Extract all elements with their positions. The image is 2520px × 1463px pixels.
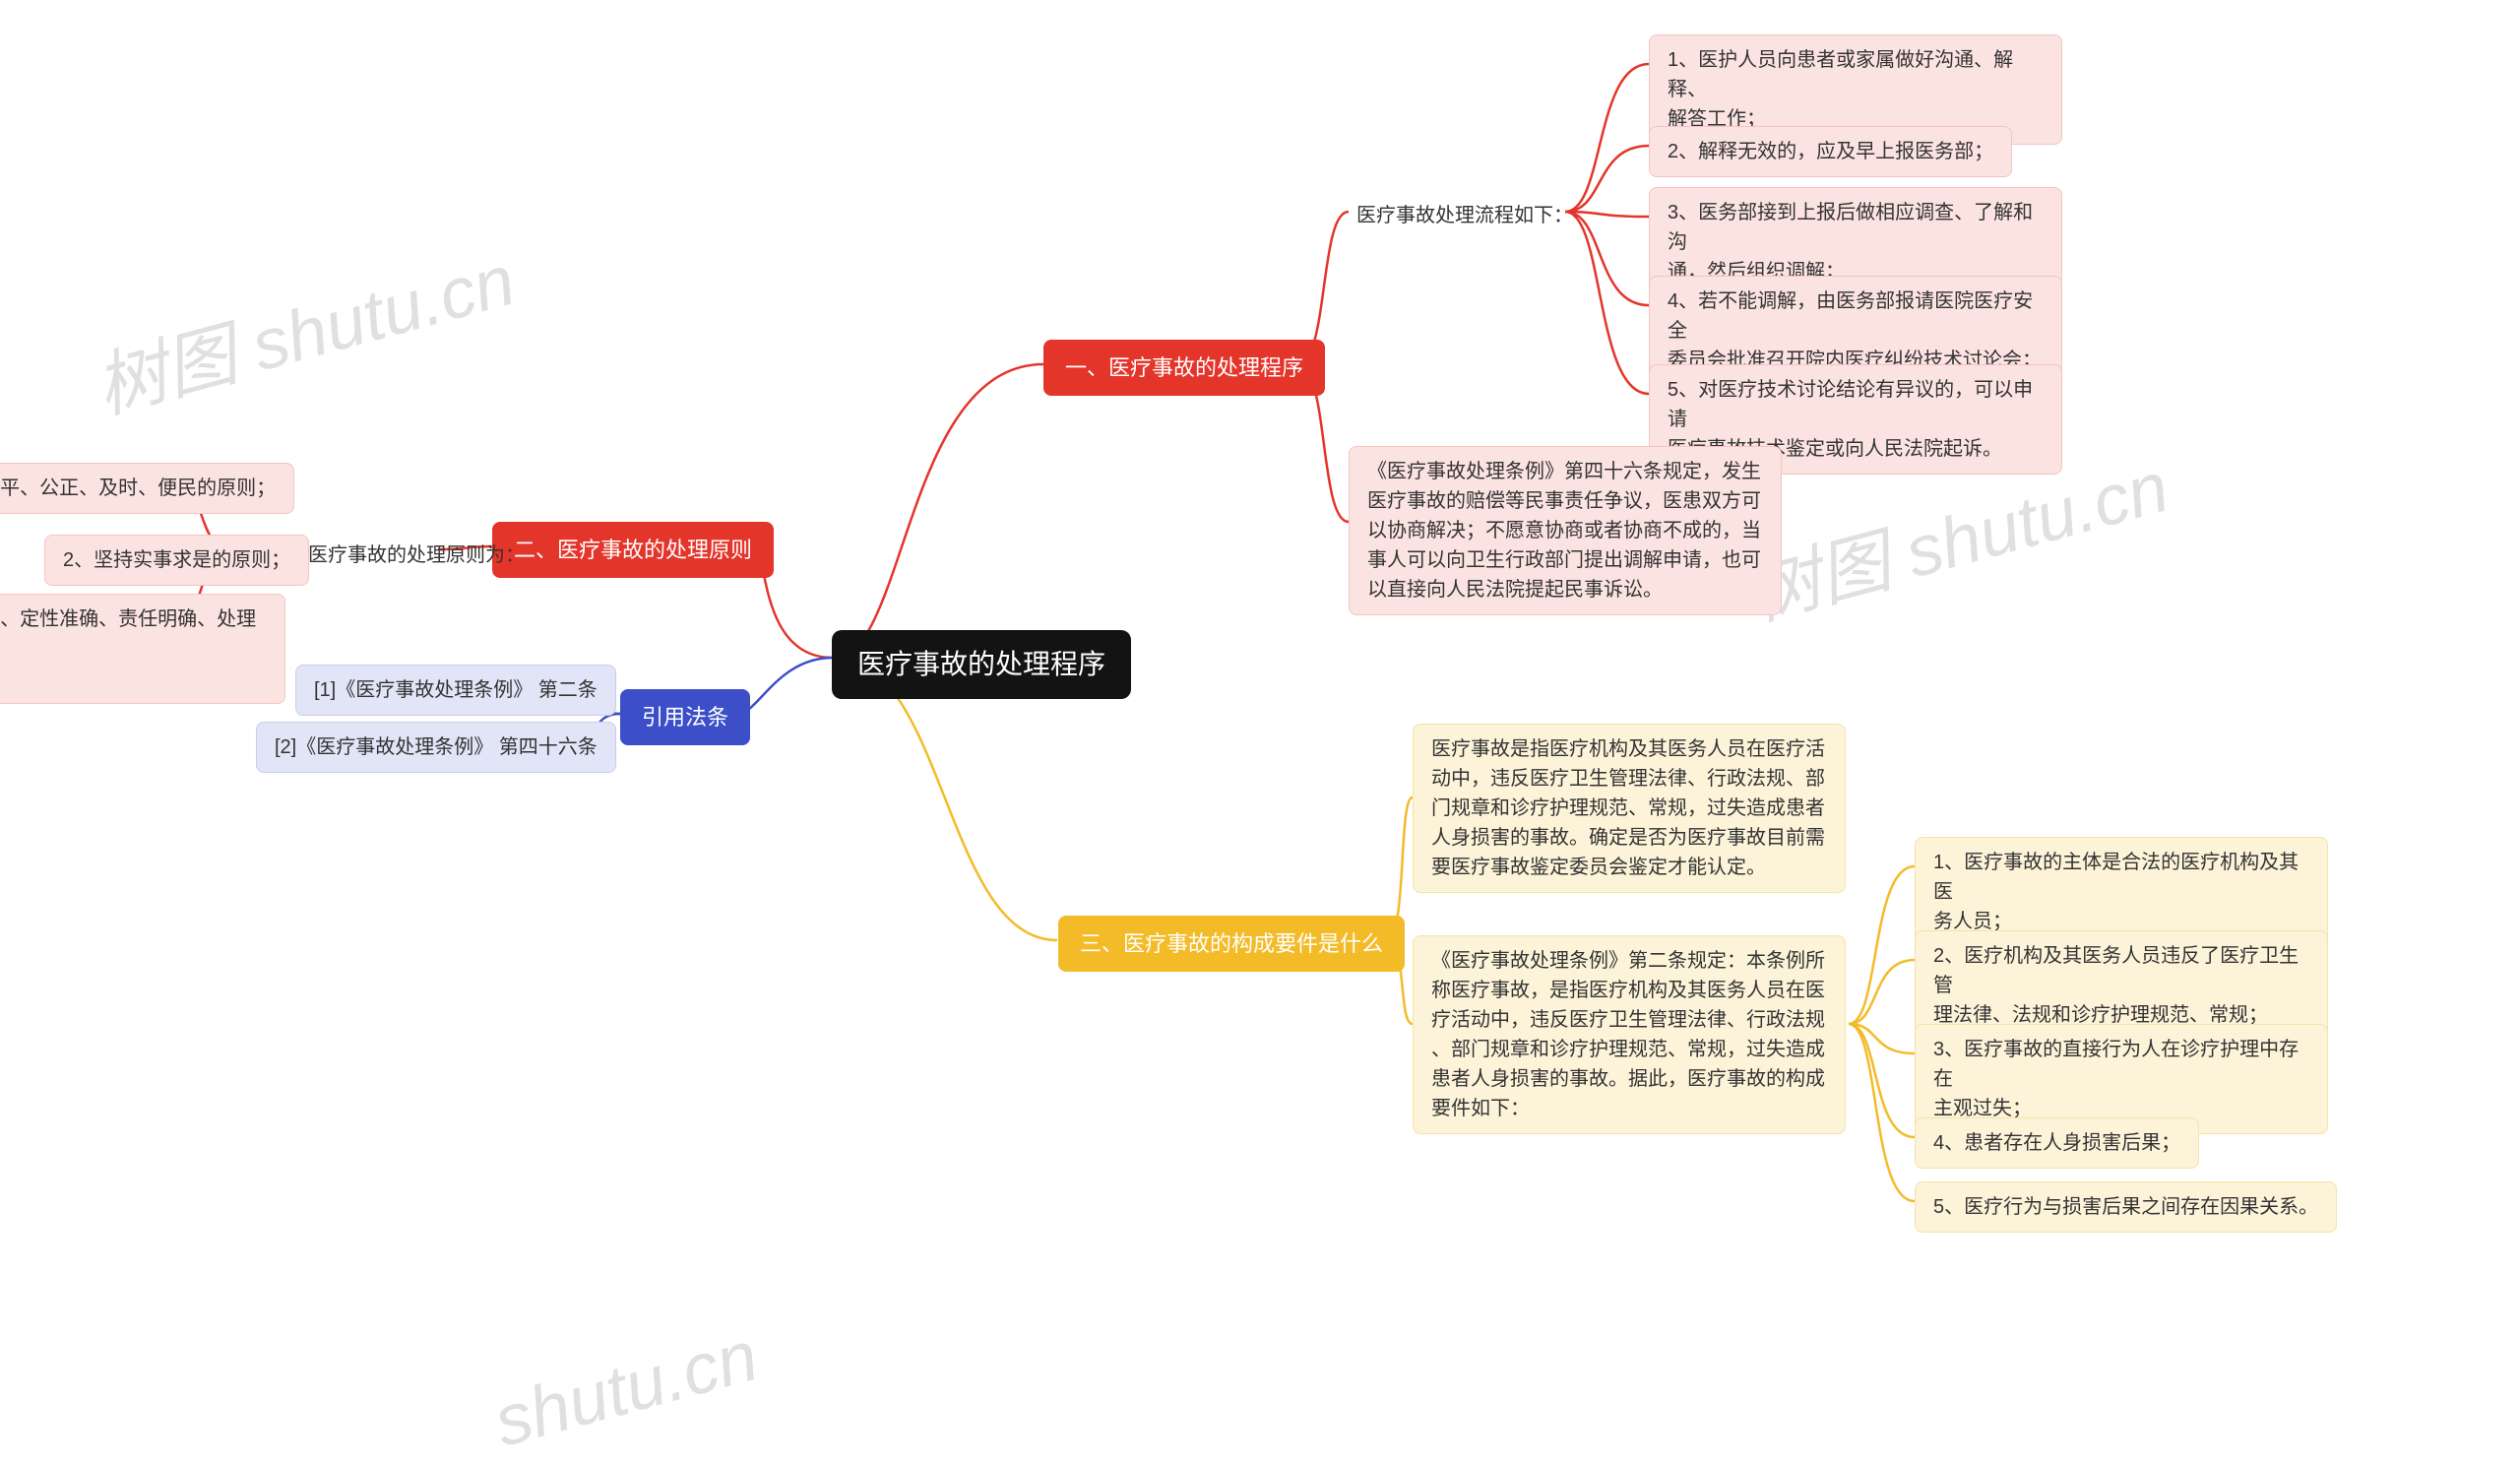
leaf-8[interactable]: 2、坚持实事求是的原则；: [44, 535, 309, 586]
leaf-18[interactable]: 5、医疗行为与损害后果之间存在因果关系。: [1915, 1181, 2337, 1233]
leaf-10[interactable]: [1]《医疗事故处理条例》 第二条: [295, 665, 616, 716]
midnode-2[interactable]: 医疗事故的处理原则为：: [300, 537, 533, 574]
watermark: 树图 shutu.cn: [83, 222, 525, 432]
branch-4[interactable]: 引用法条: [620, 689, 750, 745]
leaf-7[interactable]: 1、公开、公平、公正、及时、便民的原则；: [0, 463, 294, 514]
leaf-17[interactable]: 4、患者存在人身损害后果；: [1915, 1117, 2199, 1169]
leaf-9[interactable]: 3、事实清楚、定性准确、责任明确、处理恰当的原则。: [0, 594, 285, 704]
watermark: shutu.cn: [486, 1315, 766, 1463]
leaf-12[interactable]: 医疗事故是指医疗机构及其医务人员在医疗活动中，违反医疗卫生管理法律、行政法规、部…: [1413, 724, 1846, 893]
mindmap-root[interactable]: 医疗事故的处理程序: [832, 630, 1131, 699]
midnode-1[interactable]: 医疗事故处理流程如下：: [1349, 197, 1581, 234]
leaf-11[interactable]: [2]《医疗事故处理条例》 第四十六条: [256, 722, 616, 773]
leaf-13[interactable]: 《医疗事故处理条例》第二条规定：本条例所称医疗事故，是指医疗机构及其医务人员在医…: [1413, 935, 1846, 1134]
leaf-2[interactable]: 2、解释无效的，应及早上报医务部；: [1649, 126, 2012, 177]
branch-2[interactable]: 二、医疗事故的处理原则: [492, 522, 774, 578]
branch-1[interactable]: 一、医疗事故的处理程序: [1043, 340, 1325, 396]
leaf-6[interactable]: 《医疗事故处理条例》第四十六条规定，发生医疗事故的赔偿等民事责任争议，医患双方可…: [1349, 446, 1782, 615]
branch-3[interactable]: 三、医疗事故的构成要件是什么: [1058, 916, 1405, 972]
